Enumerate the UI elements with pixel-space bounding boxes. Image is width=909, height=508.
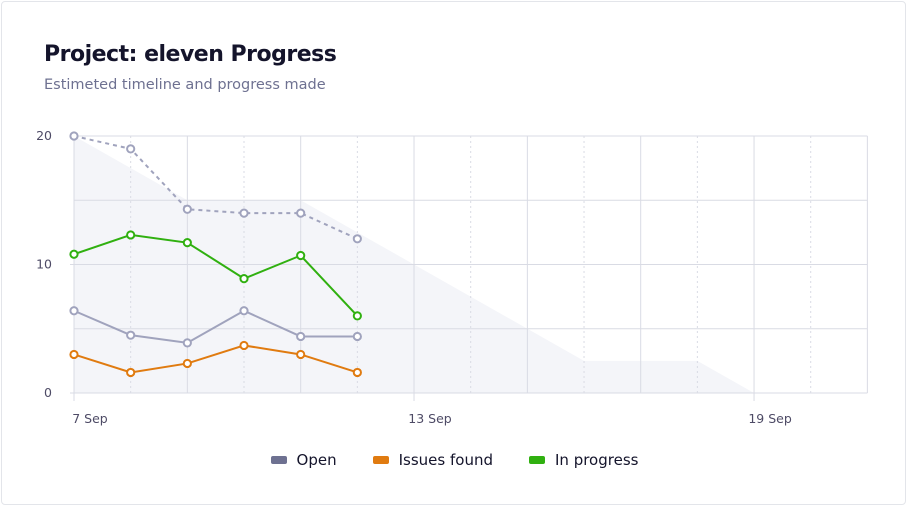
in-progress-point bbox=[126, 230, 136, 240]
x-tick-label: 7 Sep bbox=[72, 411, 108, 426]
y-tick-label: 0 bbox=[44, 385, 52, 400]
legend-swatch bbox=[529, 456, 545, 464]
issues-found-point bbox=[69, 349, 79, 360]
legend: Open Issues found In progress bbox=[0, 451, 909, 469]
estimate-point bbox=[239, 208, 249, 218]
open-line bbox=[73, 309, 358, 344]
legend-item-open[interactable]: Open bbox=[270, 451, 337, 469]
open-point bbox=[126, 330, 136, 340]
in-progress-point bbox=[352, 311, 362, 321]
issues-found-point bbox=[296, 349, 306, 360]
legend-swatch bbox=[270, 456, 287, 464]
y-tick-label: 20 bbox=[36, 128, 52, 143]
x-tick-label: 19 Sep bbox=[748, 411, 792, 426]
legend-label: In progress bbox=[555, 451, 639, 469]
in-progress-point bbox=[296, 250, 306, 261]
issues-found-point bbox=[352, 367, 362, 378]
in-progress-point bbox=[239, 274, 249, 284]
chart-subtitle: Estimeted timeline and progress made bbox=[44, 77, 326, 93]
issues-found-point bbox=[182, 358, 192, 369]
legend-label: Open bbox=[296, 451, 337, 469]
estimate-point bbox=[126, 144, 136, 154]
issues-found-line bbox=[73, 344, 358, 374]
legend-label: Issues found bbox=[398, 451, 493, 469]
legend-item-issues-found[interactable]: Issues found bbox=[372, 451, 493, 469]
in-progress-line bbox=[73, 233, 359, 317]
x-tick-label: 13 Sep bbox=[408, 411, 452, 426]
open-point bbox=[182, 338, 192, 348]
y-tick-label: 10 bbox=[36, 257, 52, 272]
estimate-point bbox=[352, 234, 362, 244]
issues-found-point bbox=[239, 340, 249, 351]
open-point bbox=[296, 331, 306, 342]
estimate-point bbox=[296, 208, 306, 218]
in-progress-point bbox=[182, 238, 192, 248]
estimate-point bbox=[182, 204, 192, 214]
issues-found-point bbox=[126, 367, 136, 378]
in-progress-point bbox=[69, 249, 79, 259]
estimate-point bbox=[69, 131, 79, 141]
chart-title: Project: eleven Progress bbox=[44, 42, 337, 67]
legend-swatch bbox=[372, 456, 389, 464]
open-point bbox=[239, 306, 249, 316]
open-point bbox=[352, 331, 362, 342]
open-point bbox=[69, 306, 79, 316]
estimate-line bbox=[73, 135, 358, 240]
legend-item-in-progress[interactable]: In progress bbox=[529, 451, 638, 469]
